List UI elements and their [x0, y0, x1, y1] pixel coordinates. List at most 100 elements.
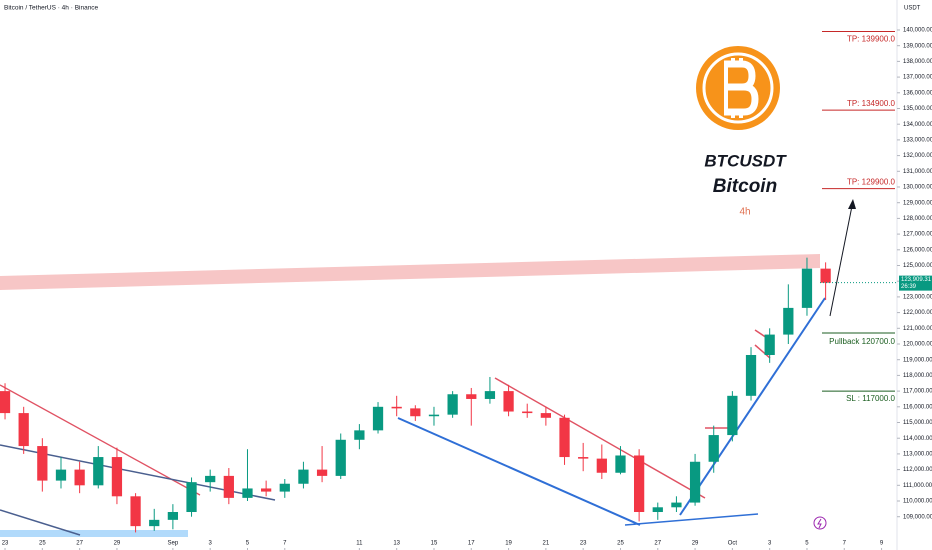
icon — [813, 516, 827, 530]
symbol: BTCUSDT — [704, 151, 787, 170]
level-label: TP: 139900.0 — [847, 35, 896, 44]
timeframe: 4h — [739, 207, 750, 218]
candle-body — [410, 408, 421, 417]
y-tick-label: 132,000.00 — [903, 153, 932, 159]
y-tick-label: 112,000.00 — [903, 467, 932, 473]
y-tick-label: 123,000.00 — [903, 294, 932, 300]
candle-body — [279, 483, 290, 492]
y-tick-label: 109,000.00 — [903, 514, 932, 520]
icon — [817, 518, 822, 529]
candle-body — [391, 406, 402, 409]
candle-body — [372, 406, 384, 431]
x-tick-label: 7 — [283, 541, 287, 547]
last-price-label: 123,909.31 — [901, 277, 932, 283]
x-tick-label: 13 — [393, 541, 400, 547]
x-tick-label: 23 — [2, 541, 9, 547]
candle-body — [111, 457, 123, 497]
x-tick-label: 29 — [692, 541, 699, 547]
candle-body — [186, 482, 197, 513]
level-label: Pullback 120700.0 — [829, 337, 895, 346]
y-tick-label: 125,000.00 — [903, 263, 932, 269]
candle-body — [354, 430, 365, 440]
trendline — [679, 297, 826, 516]
y-tick-label: 139,000.00 — [903, 43, 932, 49]
candle-body — [708, 435, 719, 462]
candle-body — [223, 475, 234, 498]
y-tick-label: 135,000.00 — [903, 106, 932, 112]
x-tick-label: 15 — [431, 541, 438, 547]
x-tick-label: 27 — [76, 541, 83, 547]
x-tick-label: 7 — [843, 541, 847, 547]
candle-body — [205, 475, 216, 483]
candle-body — [727, 395, 738, 436]
candle-body — [783, 307, 794, 335]
y-tick-label: 131,000.00 — [903, 169, 932, 175]
y-tick-label: 119,000.00 — [903, 357, 932, 363]
arrow-head — [848, 199, 856, 209]
x-tick-label: 17 — [468, 541, 475, 547]
y-tick-label: 122,000.00 — [903, 310, 932, 316]
x-tick-label: 23 — [580, 541, 587, 547]
y-tick-label: 110,000.00 — [903, 499, 932, 505]
trendline — [0, 509, 81, 536]
y-tick-label: 127,000.00 — [903, 232, 932, 238]
candle-body — [18, 413, 29, 447]
candle-body — [652, 507, 663, 513]
trendline — [494, 377, 706, 499]
candle-body — [167, 512, 179, 520]
resistance-band — [0, 254, 820, 290]
x-tick-label: 3 — [768, 541, 772, 547]
y-tick-label: 111,000.00 — [903, 483, 932, 489]
logo-ring — [702, 52, 774, 124]
y-tick-label: 115,000.00 — [903, 420, 932, 426]
y-tick-label: 140,000.00 — [903, 28, 932, 34]
x-tick-label: 3 — [209, 541, 213, 547]
candle-body — [428, 414, 440, 417]
candle-body — [559, 417, 570, 458]
x-tick-label: 21 — [543, 541, 550, 547]
candle-body — [764, 334, 775, 355]
y-tick-label: 128,000.00 — [903, 216, 932, 222]
candle-body — [540, 413, 552, 418]
y-tick-label: 116,000.00 — [903, 404, 932, 410]
y-tick-label: 113,000.00 — [903, 451, 932, 457]
candle-body — [503, 391, 514, 412]
bitcoin-logo — [696, 46, 780, 130]
candle-body — [37, 446, 48, 481]
x-tick-label: 27 — [654, 541, 661, 547]
x-tick-label: 5 — [805, 541, 809, 547]
y-tick-label: 130,000.00 — [903, 185, 932, 191]
trendline — [624, 513, 759, 526]
logo-glyph — [724, 60, 759, 116]
candle-body — [261, 488, 272, 492]
y-tick-label: 117,000.00 — [903, 389, 932, 395]
candle-body — [55, 469, 67, 481]
y-tick-label: 134,000.00 — [903, 122, 932, 128]
arrow — [829, 205, 853, 317]
countdown: 26:39 — [901, 284, 917, 290]
candle-body — [522, 411, 533, 414]
trendline — [397, 417, 641, 526]
subtitle: Bitcoin — [713, 176, 777, 197]
x-tick-label: 11 — [356, 541, 363, 547]
candle-body — [484, 391, 496, 399]
x-tick-label: 25 — [39, 541, 46, 547]
y-tick-label: 121,000.00 — [903, 326, 932, 332]
y-tick-label: 137,000.00 — [903, 75, 932, 81]
candle-body — [671, 502, 682, 508]
last-price-box — [899, 275, 932, 291]
candle-body — [820, 268, 831, 283]
candle-body — [466, 394, 477, 399]
x-tick-label: 29 — [114, 541, 121, 547]
y-tick-label: 114,000.00 — [903, 436, 932, 442]
candle-body — [242, 488, 253, 498]
candle-body — [0, 391, 11, 414]
y-tick-label: 129,000.00 — [903, 200, 932, 206]
candle-body — [93, 457, 104, 486]
candle-body — [74, 469, 85, 486]
candle-body — [316, 469, 328, 476]
candle-body — [689, 461, 701, 503]
x-tick-label: 19 — [505, 541, 512, 547]
candle-body — [298, 469, 309, 484]
